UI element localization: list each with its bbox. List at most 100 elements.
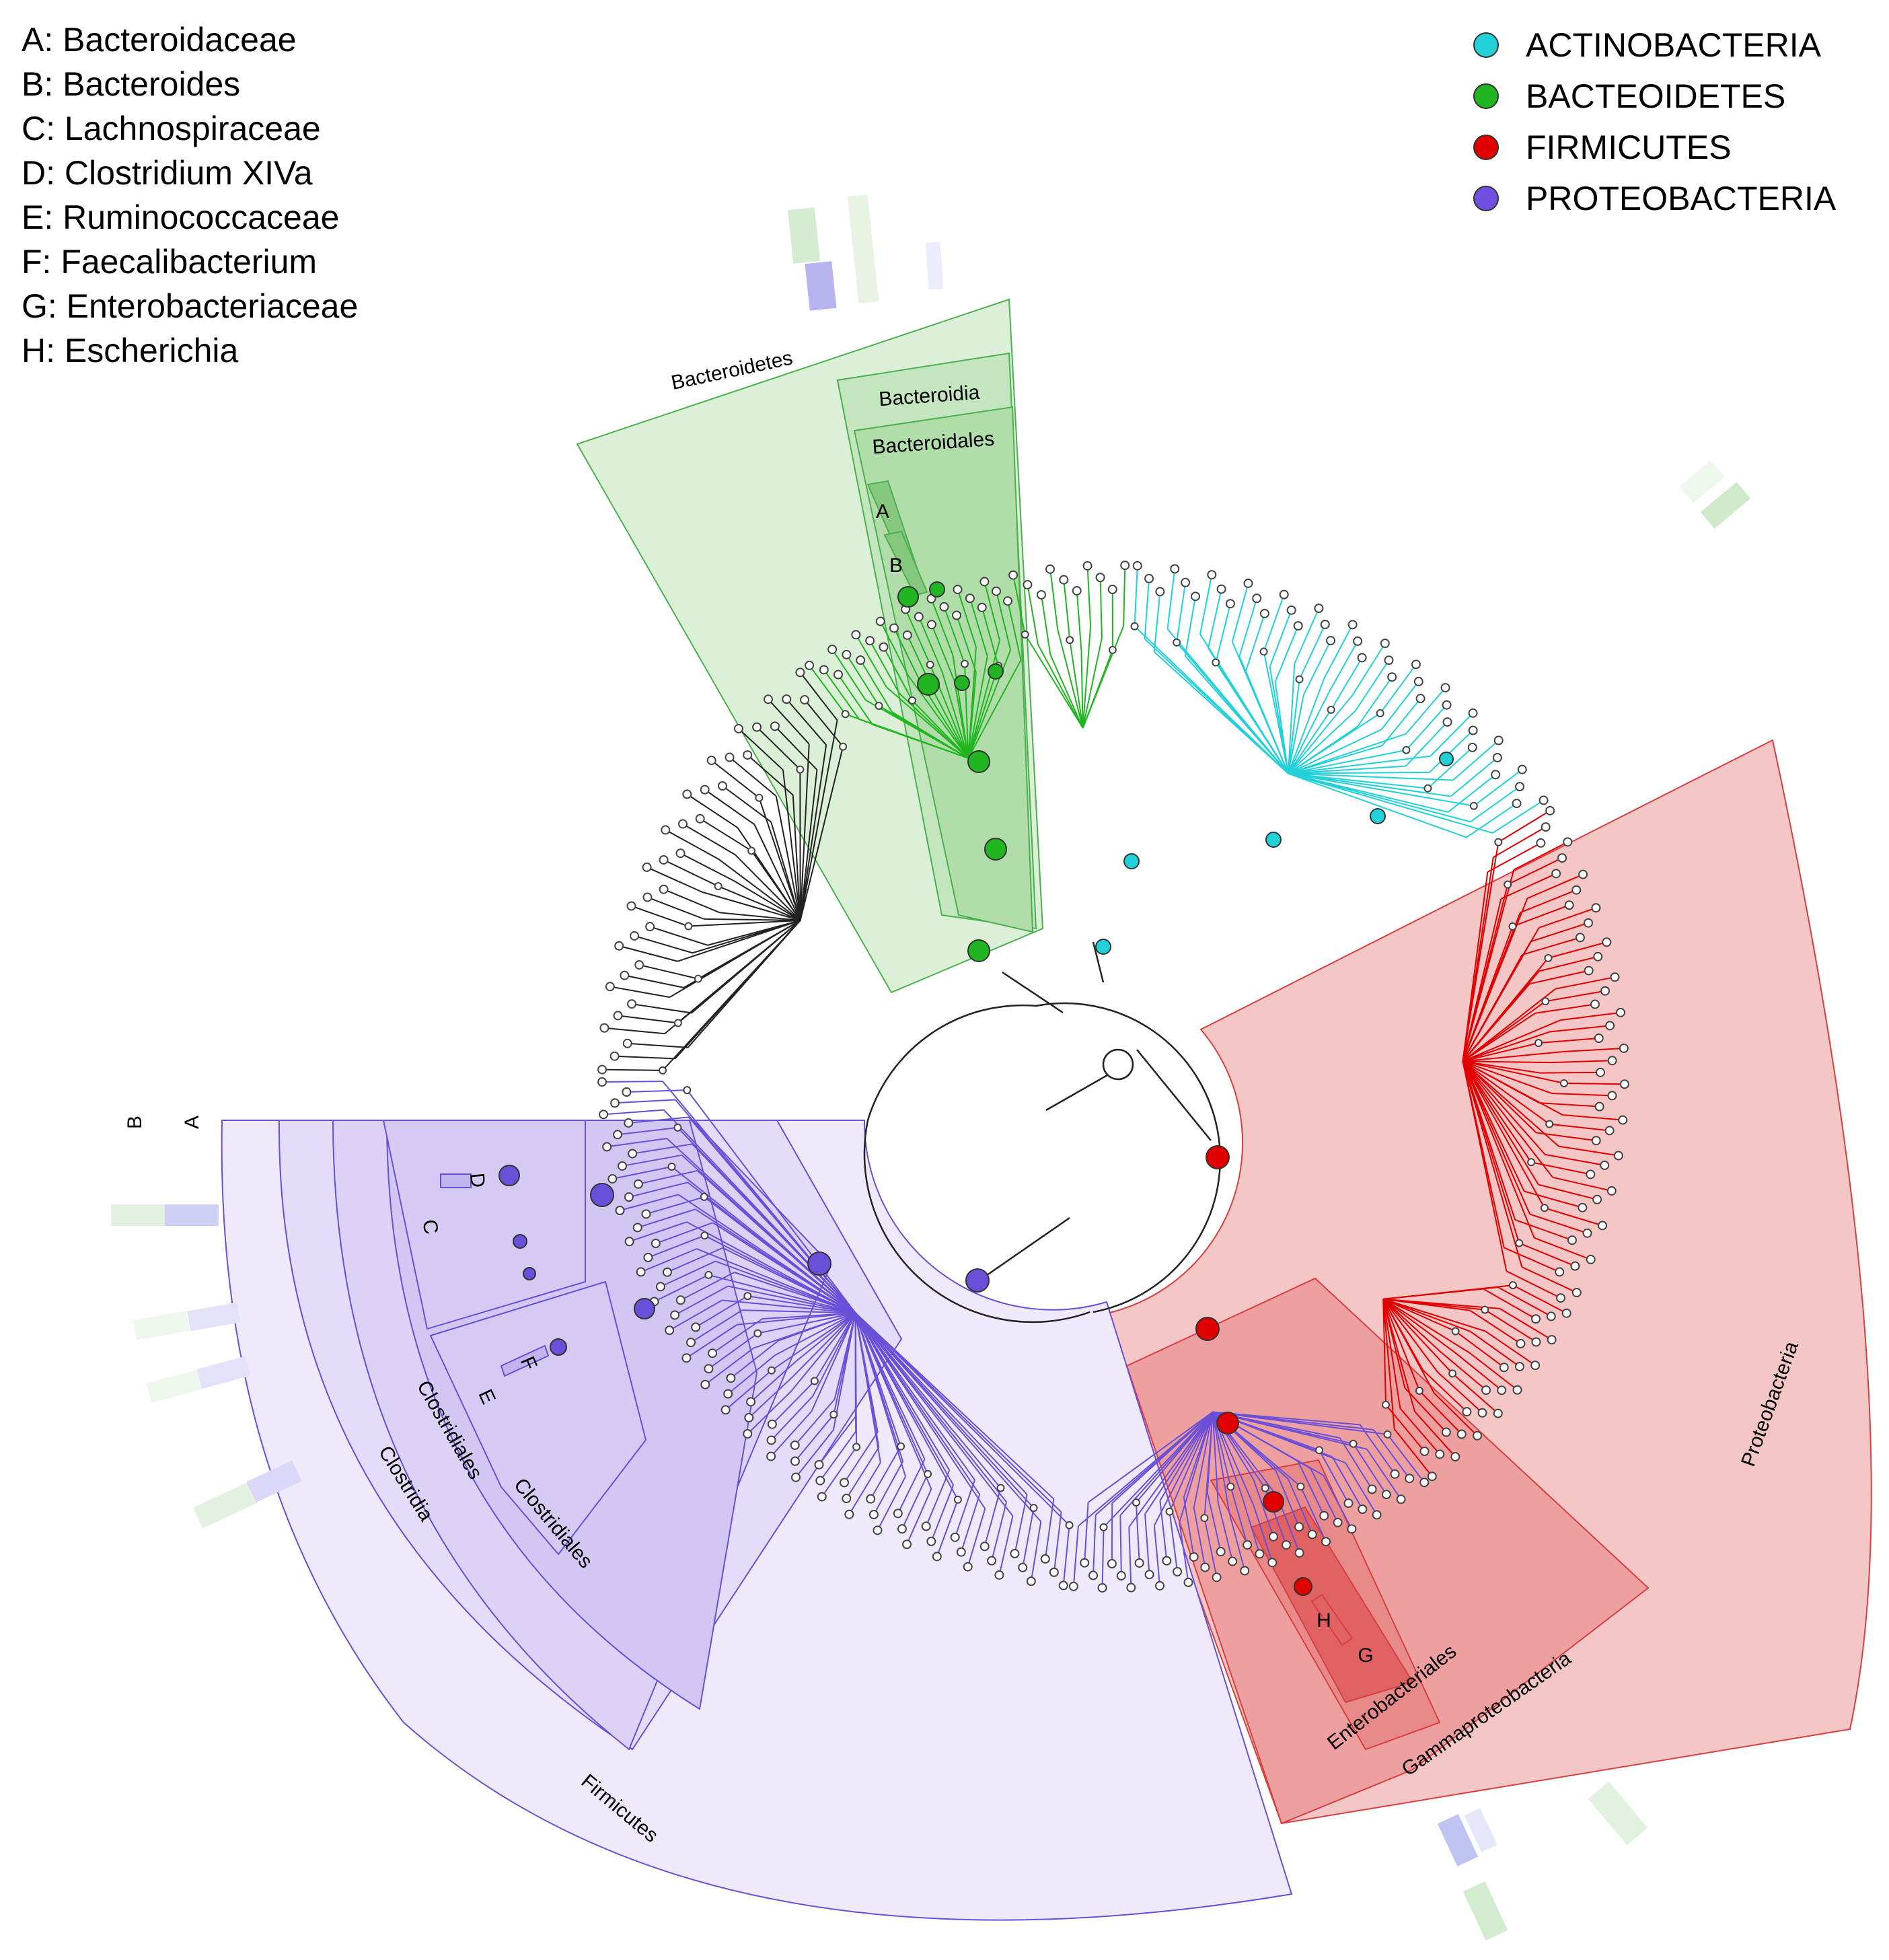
leaf-node[interactable] <box>1545 1120 1554 1128</box>
leaf-node[interactable] <box>897 1442 905 1451</box>
biomarker-node[interactable] <box>1123 853 1140 869</box>
leaf-node[interactable] <box>1555 1267 1565 1277</box>
leaf-node[interactable] <box>1600 986 1610 996</box>
leaf-node[interactable] <box>1286 605 1296 615</box>
sector-b[interactable] <box>883 530 928 597</box>
leaf-node[interactable] <box>1170 564 1180 574</box>
leaf-node[interactable] <box>695 813 705 824</box>
leaf-node[interactable] <box>610 1098 620 1108</box>
leaf-node[interactable] <box>645 922 655 932</box>
leaf-node[interactable] <box>1411 659 1421 669</box>
biomarker-node[interactable] <box>1294 1577 1312 1596</box>
leaf-node[interactable] <box>1451 1327 1460 1336</box>
leaf-node[interactable] <box>1435 1449 1445 1459</box>
leaf-node[interactable] <box>897 1524 907 1534</box>
leaf-node[interactable] <box>991 586 1001 596</box>
leaf-node[interactable] <box>1384 655 1394 665</box>
leaf-node[interactable] <box>1492 753 1502 763</box>
biomarker-node[interactable] <box>929 581 945 597</box>
leaf-node[interactable] <box>1497 1385 1507 1395</box>
leaf-node[interactable] <box>1226 1482 1235 1491</box>
leaf-node[interactable] <box>700 1231 709 1240</box>
legend-item[interactable]: BACTEOIDETES <box>1473 77 1785 116</box>
leaf-node[interactable] <box>677 819 688 829</box>
leaf-node[interactable] <box>866 1494 876 1504</box>
leaf-node[interactable] <box>839 742 848 751</box>
leaf-node[interactable] <box>1381 1490 1391 1500</box>
leaf-node[interactable] <box>743 750 753 760</box>
biomarker-node[interactable] <box>1095 939 1111 955</box>
leaf-node[interactable] <box>1130 622 1139 630</box>
leaf-node[interactable] <box>1508 922 1517 931</box>
leaf-node[interactable] <box>1467 742 1477 752</box>
leaf-node[interactable] <box>763 694 773 704</box>
leaf-node[interactable] <box>770 721 780 731</box>
leaf-node[interactable] <box>1530 1360 1541 1371</box>
leaf-node[interactable] <box>597 1064 607 1075</box>
leaf-node[interactable] <box>1296 1482 1305 1491</box>
leaf-node[interactable] <box>673 1123 682 1132</box>
biomarker-node[interactable] <box>1206 1145 1230 1169</box>
leaf-node[interactable] <box>1333 1517 1343 1527</box>
leaf-node[interactable] <box>1508 1281 1517 1290</box>
biomarker-node[interactable] <box>917 673 940 696</box>
leaf-node[interactable] <box>767 1419 777 1429</box>
leaf-node[interactable] <box>1040 1554 1050 1564</box>
leaf-node[interactable] <box>1499 1363 1509 1373</box>
leaf-node[interactable] <box>700 785 710 795</box>
leaf-node[interactable] <box>844 1509 854 1519</box>
leaf-node[interactable] <box>1190 591 1200 602</box>
leaf-node[interactable] <box>1396 1494 1406 1504</box>
leaf-node[interactable] <box>840 1478 850 1488</box>
leaf-node[interactable] <box>1319 1511 1329 1521</box>
leaf-node[interactable] <box>1021 630 1029 639</box>
leaf-node[interactable] <box>620 970 630 980</box>
leaf-node[interactable] <box>767 1366 776 1375</box>
leaf-node[interactable] <box>1561 1308 1571 1318</box>
biomarker-node[interactable] <box>634 1298 655 1319</box>
leaf-node[interactable] <box>720 1405 731 1415</box>
sector-e[interactable] <box>429 1280 647 1556</box>
leaf-node[interactable] <box>1512 799 1522 809</box>
leaf-node[interactable] <box>706 756 716 766</box>
leaf-node[interactable] <box>682 789 692 799</box>
leaf-node[interactable] <box>746 1397 756 1407</box>
leaf-node[interactable] <box>1095 573 1105 583</box>
leaf-node[interactable] <box>1212 658 1220 667</box>
leaf-node[interactable] <box>1008 570 1018 580</box>
leaf-node[interactable] <box>1541 997 1550 1006</box>
leaf-node[interactable] <box>1029 1504 1038 1513</box>
leaf-node[interactable] <box>1618 1115 1628 1125</box>
leaf-node[interactable] <box>659 884 669 894</box>
leaf-node[interactable] <box>1591 1136 1601 1146</box>
leaf-node[interactable] <box>1415 694 1425 704</box>
leaf-node[interactable] <box>1049 1567 1059 1577</box>
leaf-node[interactable] <box>1477 1408 1487 1418</box>
leaf-node[interactable] <box>1571 885 1582 895</box>
leaf-node[interactable] <box>1419 1447 1430 1457</box>
leaf-node[interactable] <box>1279 589 1289 600</box>
leaf-node[interactable] <box>1514 1362 1524 1372</box>
leaf-node[interactable] <box>1504 880 1512 889</box>
leaf-node[interactable] <box>1610 972 1620 982</box>
leaf-node[interactable] <box>1448 1369 1457 1378</box>
leaf-node[interactable] <box>1294 1522 1304 1532</box>
leaf-node[interactable] <box>1491 770 1501 780</box>
leaf-node[interactable] <box>1494 838 1503 846</box>
leaf-node[interactable] <box>615 1205 625 1215</box>
leaf-node[interactable] <box>1586 1254 1596 1264</box>
leaf-node[interactable] <box>879 642 889 652</box>
leaf-node[interactable] <box>868 1509 879 1519</box>
leaf-node[interactable] <box>1469 801 1478 810</box>
leaf-node[interactable] <box>1515 782 1525 792</box>
leaf-node[interactable] <box>1144 1570 1154 1580</box>
leaf-node[interactable] <box>1602 937 1612 947</box>
leaf-node[interactable] <box>791 1472 801 1482</box>
leaf-node[interactable] <box>681 1353 692 1363</box>
biomarker-node[interactable] <box>498 1165 520 1186</box>
leaf-node[interactable] <box>1442 700 1452 710</box>
leaf-node[interactable] <box>670 1310 680 1320</box>
leaf-node[interactable] <box>1481 1305 1489 1314</box>
leaf-node[interactable] <box>1189 1552 1199 1562</box>
leaf-node[interactable] <box>1551 869 1561 879</box>
